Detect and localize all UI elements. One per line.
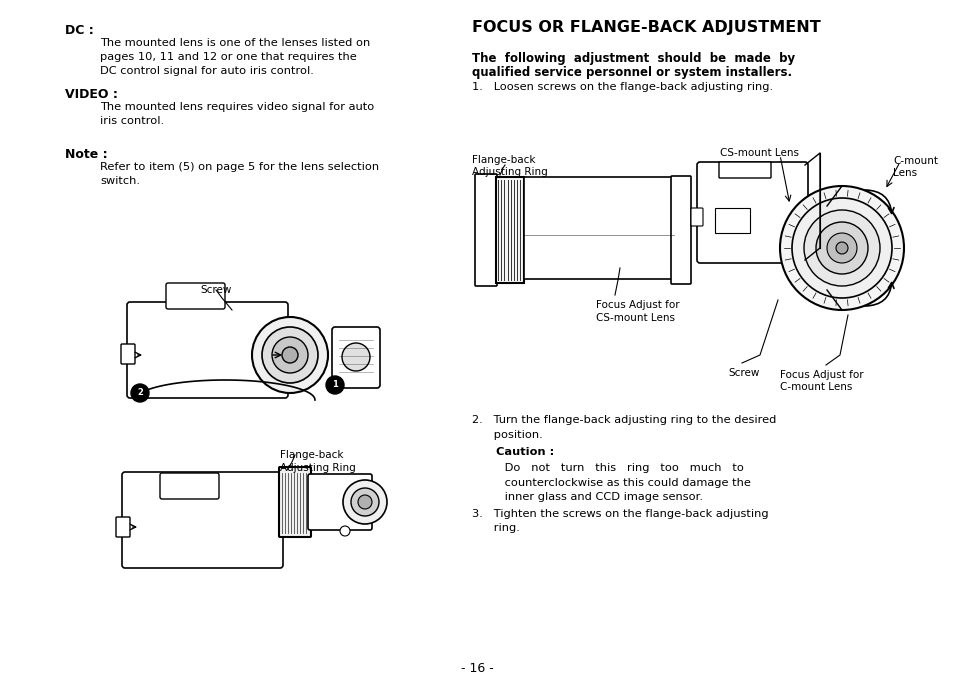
FancyBboxPatch shape: [116, 517, 130, 537]
Text: C-mount: C-mount: [892, 156, 937, 166]
FancyBboxPatch shape: [160, 473, 219, 499]
Circle shape: [780, 186, 903, 310]
FancyBboxPatch shape: [697, 162, 807, 263]
Text: switch.: switch.: [100, 176, 140, 186]
Circle shape: [826, 233, 856, 263]
FancyBboxPatch shape: [121, 344, 135, 364]
Text: Lens: Lens: [892, 168, 916, 178]
Circle shape: [343, 480, 387, 524]
Circle shape: [339, 526, 350, 536]
Text: Flange-back: Flange-back: [472, 155, 535, 165]
Text: 1: 1: [332, 380, 337, 389]
Text: Flange-back: Flange-back: [280, 450, 343, 460]
Text: qualified service personnel or system installers.: qualified service personnel or system in…: [472, 66, 791, 79]
Text: CS-mount Lens: CS-mount Lens: [720, 148, 799, 158]
Circle shape: [252, 317, 328, 393]
Text: position.: position.: [472, 430, 542, 440]
FancyBboxPatch shape: [670, 176, 690, 284]
Circle shape: [131, 384, 149, 402]
Text: iris control.: iris control.: [100, 116, 164, 126]
Circle shape: [815, 222, 867, 274]
Text: Screw: Screw: [727, 368, 759, 378]
Text: DC :: DC :: [65, 24, 93, 37]
Text: The  following  adjustment  should  be  made  by: The following adjustment should be made …: [472, 52, 794, 65]
Text: Screw: Screw: [200, 285, 232, 295]
Circle shape: [282, 347, 297, 363]
Bar: [523, 177, 673, 279]
Text: DC control signal for auto iris control.: DC control signal for auto iris control.: [100, 66, 314, 76]
Text: 1.   Loosen screws on the flange-back adjusting ring.: 1. Loosen screws on the flange-back adju…: [472, 82, 772, 92]
Circle shape: [326, 376, 344, 394]
Text: ring.: ring.: [472, 523, 519, 533]
Text: Adjusting Ring: Adjusting Ring: [280, 463, 355, 473]
Text: Refer to item (5) on page 5 for the lens selection: Refer to item (5) on page 5 for the lens…: [100, 162, 378, 172]
Text: Do   not   turn   this   ring   too   much   to: Do not turn this ring too much to: [472, 463, 743, 473]
Text: Note :: Note :: [65, 148, 108, 161]
Text: 2: 2: [137, 388, 143, 397]
Circle shape: [262, 327, 317, 383]
Circle shape: [835, 242, 847, 254]
Text: Focus Adjust for: Focus Adjust for: [780, 370, 862, 380]
FancyBboxPatch shape: [332, 327, 379, 388]
Circle shape: [791, 198, 891, 298]
Text: FOCUS OR FLANGE-BACK ADJUSTMENT: FOCUS OR FLANGE-BACK ADJUSTMENT: [472, 20, 820, 35]
FancyBboxPatch shape: [278, 467, 311, 537]
Text: Adjusting Ring: Adjusting Ring: [472, 167, 547, 177]
Bar: [496, 177, 523, 283]
Text: - 16 -: - 16 -: [460, 662, 493, 675]
Text: Caution :: Caution :: [472, 447, 554, 457]
Circle shape: [272, 337, 308, 373]
Text: counterclockwise as this could damage the: counterclockwise as this could damage th…: [472, 478, 750, 488]
FancyBboxPatch shape: [719, 162, 770, 178]
FancyBboxPatch shape: [475, 174, 497, 286]
Circle shape: [803, 210, 879, 286]
Text: C-mount Lens: C-mount Lens: [780, 382, 851, 392]
Circle shape: [351, 488, 378, 516]
FancyBboxPatch shape: [308, 474, 372, 530]
Text: inner glass and CCD image sensor.: inner glass and CCD image sensor.: [472, 492, 702, 502]
Text: The mounted lens is one of the lenses listed on: The mounted lens is one of the lenses li…: [100, 38, 370, 48]
FancyBboxPatch shape: [166, 283, 225, 309]
Text: The mounted lens requires video signal for auto: The mounted lens requires video signal f…: [100, 102, 374, 112]
Text: VIDEO :: VIDEO :: [65, 88, 118, 101]
Text: 3.   Tighten the screws on the flange-back adjusting: 3. Tighten the screws on the flange-back…: [472, 509, 768, 519]
Text: CS-mount Lens: CS-mount Lens: [596, 313, 675, 323]
Text: Focus Adjust for: Focus Adjust for: [596, 300, 679, 310]
Bar: [714, 208, 749, 233]
FancyBboxPatch shape: [127, 302, 288, 398]
FancyBboxPatch shape: [690, 208, 702, 226]
Text: 2.   Turn the flange-back adjusting ring to the desired: 2. Turn the flange-back adjusting ring t…: [472, 415, 776, 425]
Text: pages 10, 11 and 12 or one that requires the: pages 10, 11 and 12 or one that requires…: [100, 52, 356, 62]
FancyBboxPatch shape: [122, 472, 283, 568]
Circle shape: [341, 343, 370, 371]
Circle shape: [357, 495, 372, 509]
